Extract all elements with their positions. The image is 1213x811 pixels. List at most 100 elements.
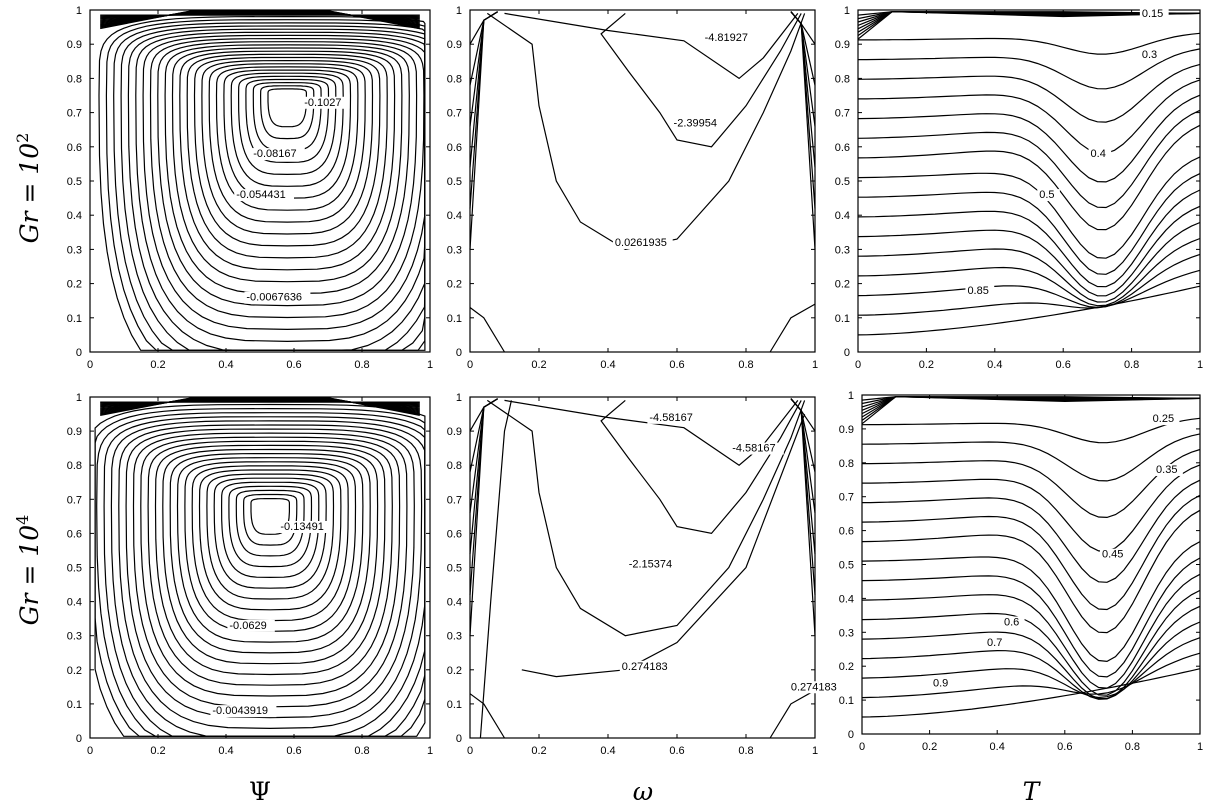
y-tick-label: 0 <box>456 733 462 745</box>
y-tick-label: 1 <box>76 5 82 17</box>
panel-1: -0.1027 -0.08167 -0.054431 -0.0067636 0 0.2 0.… <box>67 5 433 371</box>
contour-label: -0.1027 <box>304 97 341 109</box>
contour-label: 0.85 <box>967 285 988 297</box>
contour-lines <box>98 10 426 351</box>
contour-lines <box>469 11 816 353</box>
contour-line <box>861 605 1201 700</box>
contour-line <box>206 473 335 600</box>
contour-line <box>132 432 408 708</box>
y-tick-label: 0.1 <box>839 695 854 707</box>
x-tick-label: 1 <box>427 745 433 757</box>
contour-line <box>790 398 816 636</box>
contour-line <box>858 32 1201 55</box>
contour-label: -0.0067636 <box>246 292 302 304</box>
axis-ticks: 0 0.2 0.4 0.6 0.8 100.10.20.30.40.50.60.70.80… <box>839 390 1203 753</box>
contour-label: 0.35 <box>1156 464 1177 476</box>
contour-line <box>857 285 1201 336</box>
contour-label: 0.45 <box>1102 549 1123 561</box>
contour-label-bg <box>930 677 954 690</box>
y-tick-label: 0.9 <box>447 39 462 51</box>
contour-line <box>861 494 1201 611</box>
contour-line <box>157 41 418 307</box>
y-tick-label: 0.1 <box>67 313 82 325</box>
axis-ticks: 0 0.2 0.4 0.6 0.8 100.10.20.30.40.50.60.70.80… <box>67 5 433 371</box>
contour-line <box>100 10 420 30</box>
x-tick-label: 1 <box>812 745 818 757</box>
contour-line <box>96 412 426 737</box>
y-tick-label: 0.9 <box>447 426 462 438</box>
contour-label: 0.4 <box>1091 148 1106 160</box>
panel-6: 0.250.350.450.60.70.90 0.2 0.4 0.6 0.8 100.10… <box>839 390 1203 753</box>
contour-line <box>191 465 349 622</box>
contour-lines <box>861 396 1201 718</box>
column-label-psi: Ψ <box>249 777 271 806</box>
y-tick-label: 0.4 <box>67 597 82 609</box>
contour-line <box>147 440 393 686</box>
contour-line <box>164 44 410 295</box>
contour-label: -4.81927 <box>705 32 748 44</box>
contour-line <box>228 485 313 568</box>
y-tick-label: 0.7 <box>447 494 462 506</box>
contour-line <box>176 457 364 643</box>
contour-label-bg <box>210 705 277 718</box>
y-tick-label: 0.2 <box>447 279 462 291</box>
x-tick-label: 0.6 <box>286 359 301 371</box>
y-tick-label: 0.5 <box>835 176 850 188</box>
contour-label: -2.15374 <box>629 559 672 571</box>
contour-line <box>140 436 401 697</box>
y-tick-label: 0.3 <box>447 244 462 256</box>
contour-line <box>861 433 1201 482</box>
contour-line <box>858 79 1201 154</box>
contour-line <box>862 479 1201 583</box>
y-tick-label: 0.1 <box>835 313 850 325</box>
x-tick-label: 0.8 <box>738 359 753 371</box>
contour-line <box>857 94 1201 183</box>
contour-label: 0.274183 <box>791 681 837 693</box>
contour-line <box>100 397 420 416</box>
contour-line <box>861 396 1201 425</box>
contour-line <box>861 541 1201 663</box>
x-tick-label: 0.8 <box>738 745 753 757</box>
y-tick-label: 0.1 <box>67 699 82 711</box>
y-tick-label: 0.2 <box>839 661 854 673</box>
contour-line <box>267 88 307 128</box>
y-tick-label: 0.3 <box>67 244 82 256</box>
contour-line <box>118 424 423 730</box>
y-tick-label: 0.4 <box>447 597 462 609</box>
contour-line <box>858 173 1201 275</box>
x-tick-label: 0.6 <box>1056 359 1071 371</box>
y-tick-label: 0.6 <box>835 142 850 154</box>
x-tick-label: 0.6 <box>286 745 301 757</box>
x-tick-label: 0.2 <box>531 359 546 371</box>
contour-line <box>169 452 371 654</box>
contour-line <box>857 189 1201 288</box>
x-tick-label: 0.6 <box>669 359 684 371</box>
contour-line <box>149 37 425 319</box>
x-tick-label: 0.6 <box>669 745 684 757</box>
contour-line <box>193 56 381 247</box>
row-label-gr-1e4-exponent: 4 <box>13 515 32 525</box>
contour-line <box>223 69 352 199</box>
column-label-omega: ω <box>633 777 653 806</box>
contour-line <box>521 413 806 678</box>
y-tick-label: 0.7 <box>835 108 850 120</box>
contour-line <box>213 477 327 589</box>
column-label-temperature: T <box>1023 777 1042 806</box>
x-tick-label: 0.8 <box>1125 741 1140 753</box>
y-tick-label: 0.3 <box>839 627 854 639</box>
contour-line <box>142 34 426 331</box>
y-tick-label: 0 <box>848 729 854 741</box>
panel-frame <box>861 394 1201 735</box>
contour-label-bg <box>234 189 294 202</box>
contour-label-bg <box>612 236 673 249</box>
y-tick-label: 0.6 <box>839 526 854 538</box>
y-tick-label: 0.5 <box>839 560 854 572</box>
y-tick-label: 1 <box>76 392 82 404</box>
contour-line <box>857 109 1201 209</box>
y-tick-label: 1 <box>456 392 462 404</box>
y-tick-label: 0.3 <box>447 631 462 643</box>
contour-line <box>790 11 816 250</box>
contour-label-bg <box>227 619 275 632</box>
contour-label: 0.9 <box>933 678 948 690</box>
contour-line <box>861 668 1201 718</box>
